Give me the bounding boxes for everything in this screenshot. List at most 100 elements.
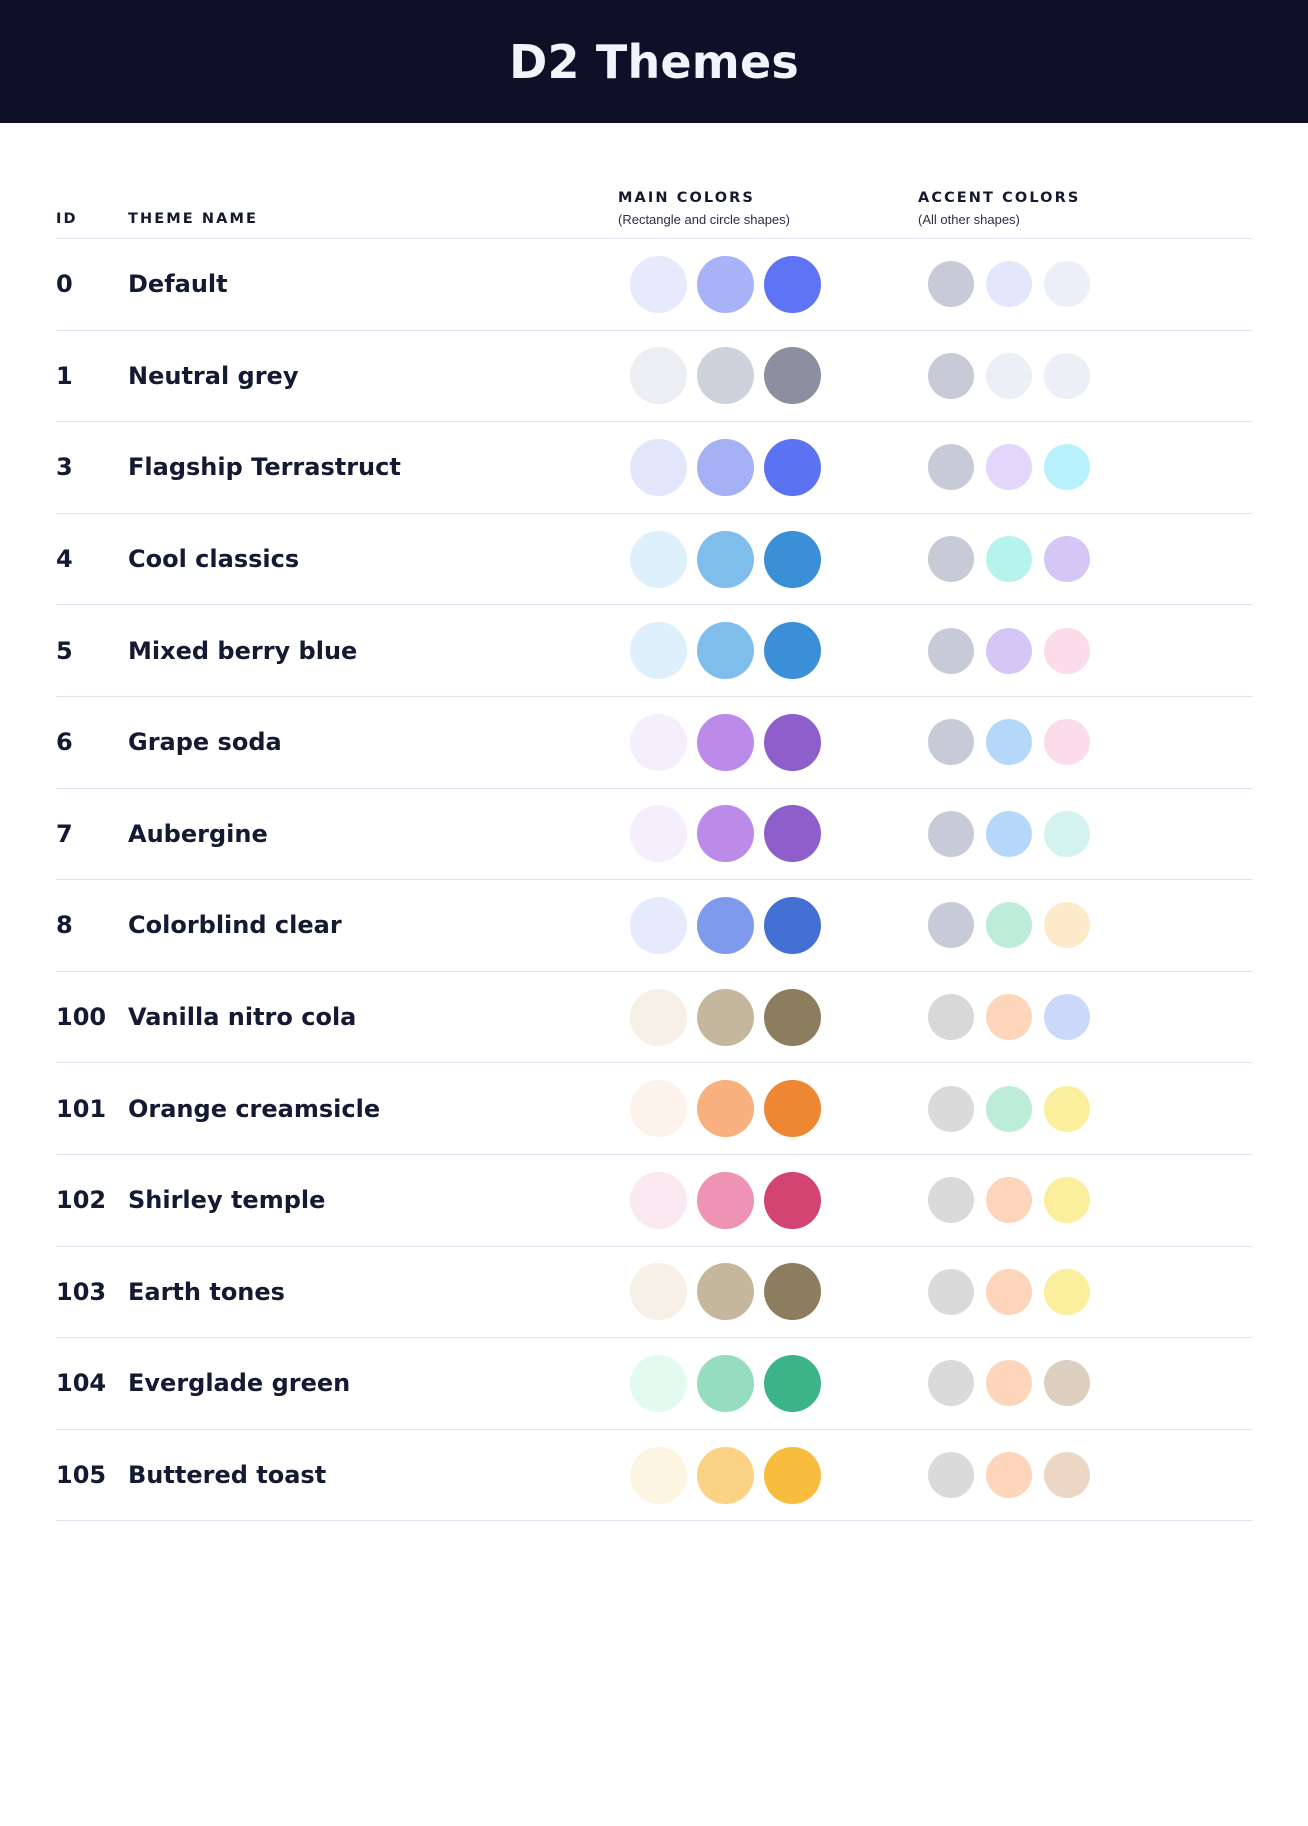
accent-color-swatch-1 xyxy=(986,719,1032,766)
table-row: 1 Neutral grey xyxy=(56,331,1252,422)
accent-color-swatch-0 xyxy=(928,261,974,308)
accent-color-swatch-0 xyxy=(928,1177,974,1224)
accent-color-swatch-1 xyxy=(986,261,1032,308)
main-color-swatch-1 xyxy=(697,622,754,680)
column-header-accent-sublabel: (All other shapes) xyxy=(918,211,1020,227)
row-divider xyxy=(56,970,1252,972)
accent-color-swatch-2 xyxy=(1044,1452,1090,1499)
table-row: 0 Default xyxy=(56,239,1252,330)
row-divider xyxy=(56,1153,1252,1155)
row-divider xyxy=(56,695,1252,697)
main-color-swatch-2 xyxy=(764,1080,821,1138)
main-color-swatch-1 xyxy=(697,1354,754,1412)
main-color-swatch-0 xyxy=(630,1354,687,1412)
accent-color-swatch-group xyxy=(918,810,1218,857)
main-color-swatch-2 xyxy=(764,988,821,1046)
cell-theme-name: Grape soda xyxy=(128,728,282,757)
main-color-swatch-1 xyxy=(697,1080,754,1138)
cell-accent-colors xyxy=(918,1177,1218,1224)
table-header-row: ID THEME NAME MAIN COLORS (Rectangle and… xyxy=(56,123,1252,238)
cell-theme-id: 7 xyxy=(56,819,73,848)
main-color-swatch-2 xyxy=(764,438,821,496)
cell-main-colors xyxy=(618,1171,918,1229)
cell-theme-id: 102 xyxy=(56,1186,107,1215)
cell-theme-id: 103 xyxy=(56,1277,107,1306)
cell-theme-name: Cool classics xyxy=(128,545,300,574)
themes-table: ID THEME NAME MAIN COLORS (Rectangle and… xyxy=(56,123,1252,1522)
column-header-theme-name: THEME NAME xyxy=(128,210,259,227)
accent-color-swatch-2 xyxy=(1044,1268,1090,1315)
table-row: 103 Earth tones xyxy=(56,1247,1252,1338)
accent-color-swatch-2 xyxy=(1044,352,1090,399)
accent-color-swatch-1 xyxy=(986,444,1032,491)
main-color-swatch-0 xyxy=(630,1446,687,1504)
row-divider xyxy=(56,879,1252,881)
column-header-id: ID xyxy=(56,210,78,227)
accent-color-swatch-2 xyxy=(1044,1177,1090,1224)
accent-color-swatch-1 xyxy=(986,994,1032,1041)
cell-accent-colors xyxy=(918,994,1218,1041)
accent-color-swatch-1 xyxy=(986,1360,1032,1407)
accent-color-swatch-2 xyxy=(1044,719,1090,766)
main-color-swatch-1 xyxy=(697,1171,754,1229)
cell-theme-id: 8 xyxy=(56,911,73,940)
accent-color-swatch-group xyxy=(918,1177,1218,1224)
table-row: 105 Buttered toast xyxy=(56,1430,1252,1521)
table-row: 8 Colorblind clear xyxy=(56,880,1252,971)
main-color-swatch-2 xyxy=(764,530,821,588)
row-divider xyxy=(56,1428,1252,1430)
main-color-swatch-2 xyxy=(764,1354,821,1412)
row-divider xyxy=(56,1245,1252,1247)
main-color-swatch-0 xyxy=(630,1263,687,1321)
main-color-swatch-group xyxy=(618,988,918,1046)
theme-table-sheet: ID THEME NAME MAIN COLORS (Rectangle and… xyxy=(0,123,1308,1522)
main-color-swatch-2 xyxy=(764,896,821,954)
cell-theme-name: Everglade green xyxy=(128,1369,351,1398)
cell-main-colors xyxy=(618,713,918,771)
table-row: 104 Everglade green xyxy=(56,1338,1252,1429)
accent-color-swatch-1 xyxy=(986,536,1032,583)
row-divider xyxy=(56,1062,1252,1064)
main-color-swatch-2 xyxy=(764,805,821,863)
main-color-swatch-1 xyxy=(697,805,754,863)
accent-color-swatch-group xyxy=(918,536,1218,583)
accent-color-swatch-2 xyxy=(1044,261,1090,308)
cell-theme-name: Colorblind clear xyxy=(128,911,342,940)
table-row: 3 Flagship Terrastruct xyxy=(56,422,1252,513)
cell-main-colors xyxy=(618,988,918,1046)
cell-accent-colors xyxy=(918,1452,1218,1499)
main-color-swatch-1 xyxy=(697,1263,754,1321)
cell-theme-id: 101 xyxy=(56,1094,107,1123)
row-divider xyxy=(56,329,1252,331)
accent-color-swatch-0 xyxy=(928,719,974,766)
main-color-swatch-0 xyxy=(630,988,687,1046)
accent-color-swatch-group xyxy=(918,1452,1218,1499)
accent-color-swatch-group xyxy=(918,1085,1218,1132)
main-color-swatch-1 xyxy=(697,713,754,771)
main-color-swatch-0 xyxy=(630,896,687,954)
accent-color-swatch-0 xyxy=(928,627,974,674)
column-header-accent-label: ACCENT COLORS xyxy=(918,189,1081,206)
row-divider xyxy=(56,512,1252,514)
page-banner: D2 Themes xyxy=(0,0,1308,123)
main-color-swatch-group xyxy=(618,713,918,771)
accent-color-swatch-1 xyxy=(986,1268,1032,1315)
accent-color-swatch-group xyxy=(918,627,1218,674)
accent-color-swatch-2 xyxy=(1044,810,1090,857)
cell-theme-id: 6 xyxy=(56,728,73,757)
accent-color-swatch-group xyxy=(918,444,1218,491)
cell-theme-id: 105 xyxy=(56,1461,107,1490)
main-color-swatch-group xyxy=(618,622,918,680)
accent-color-swatch-1 xyxy=(986,1085,1032,1132)
accent-color-swatch-2 xyxy=(1044,994,1090,1041)
row-divider xyxy=(56,787,1252,789)
main-color-swatch-2 xyxy=(764,255,821,313)
row-divider xyxy=(56,238,1252,239)
accent-color-swatch-2 xyxy=(1044,536,1090,583)
accent-color-swatch-group xyxy=(918,1360,1218,1407)
cell-theme-name: Buttered toast xyxy=(128,1461,327,1490)
table-row: 102 Shirley temple xyxy=(56,1155,1252,1246)
cell-main-colors xyxy=(618,1080,918,1138)
main-color-swatch-group xyxy=(618,1446,918,1504)
cell-accent-colors xyxy=(918,627,1218,674)
